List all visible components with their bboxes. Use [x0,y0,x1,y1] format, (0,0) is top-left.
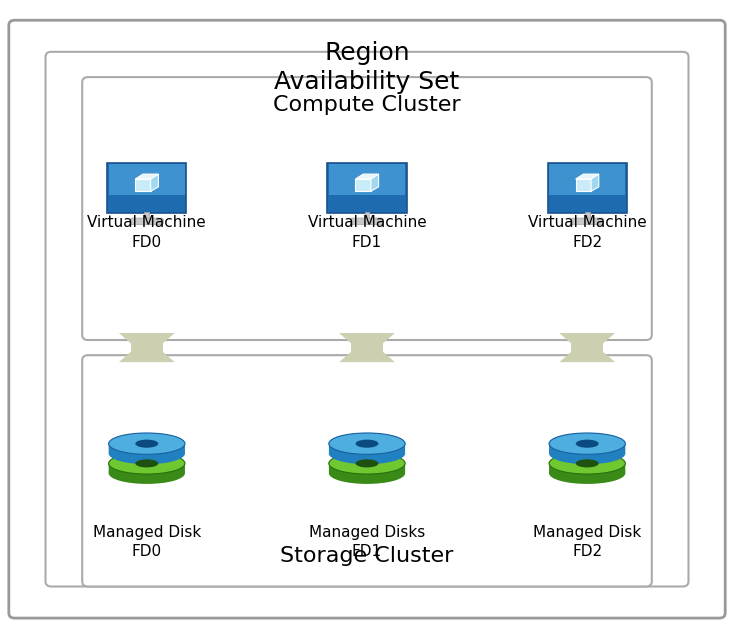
Polygon shape [371,174,379,191]
Ellipse shape [549,441,625,462]
Ellipse shape [109,453,185,474]
FancyBboxPatch shape [107,163,186,213]
Ellipse shape [109,441,185,462]
Ellipse shape [109,457,185,478]
Ellipse shape [109,443,185,464]
Polygon shape [575,174,599,179]
Ellipse shape [109,454,185,476]
Ellipse shape [329,437,405,458]
Ellipse shape [109,461,185,482]
Ellipse shape [109,437,185,458]
Bar [131,333,163,362]
Ellipse shape [355,440,379,447]
Text: Region: Region [324,41,410,65]
Bar [365,212,369,220]
Ellipse shape [135,459,159,468]
Ellipse shape [329,461,405,482]
Text: Virtual Machine
FD0: Virtual Machine FD0 [87,215,206,250]
Ellipse shape [549,461,625,482]
FancyBboxPatch shape [109,164,185,195]
Bar [571,333,603,362]
Text: Managed Disk
FD2: Managed Disk FD2 [533,525,642,559]
Polygon shape [339,333,395,357]
Ellipse shape [549,437,625,458]
Polygon shape [135,174,159,179]
FancyBboxPatch shape [549,164,625,195]
Ellipse shape [549,459,625,480]
Polygon shape [575,179,591,191]
FancyBboxPatch shape [351,218,383,225]
Text: Compute Cluster: Compute Cluster [273,95,461,115]
Ellipse shape [549,443,625,464]
Text: Virtual Machine
FD2: Virtual Machine FD2 [528,215,647,250]
Polygon shape [355,179,371,191]
Ellipse shape [549,463,625,484]
Ellipse shape [329,433,405,454]
Text: Virtual Machine
FD1: Virtual Machine FD1 [308,215,426,250]
Ellipse shape [329,463,405,484]
Ellipse shape [549,439,625,460]
FancyBboxPatch shape [46,52,688,586]
Ellipse shape [109,453,185,474]
FancyBboxPatch shape [571,218,603,225]
Ellipse shape [329,433,405,454]
Ellipse shape [575,440,599,447]
Bar [351,333,383,362]
Polygon shape [559,338,615,362]
Polygon shape [119,333,175,357]
Text: Managed Disks
FD1: Managed Disks FD1 [309,525,425,559]
Ellipse shape [135,440,159,447]
Ellipse shape [109,433,185,454]
Ellipse shape [549,453,625,474]
Bar [145,212,149,220]
Ellipse shape [329,453,405,474]
Ellipse shape [329,441,405,462]
Ellipse shape [549,433,625,454]
FancyBboxPatch shape [131,218,164,225]
Ellipse shape [575,459,599,468]
Ellipse shape [355,459,379,468]
Ellipse shape [109,463,185,484]
FancyBboxPatch shape [82,355,652,586]
Polygon shape [355,174,379,179]
Polygon shape [559,333,615,357]
Text: Availability Set: Availability Set [275,70,459,94]
Ellipse shape [109,433,185,454]
Ellipse shape [549,454,625,476]
Bar [585,212,589,220]
Ellipse shape [329,435,405,456]
Text: Managed Disk
FD0: Managed Disk FD0 [92,525,201,559]
Ellipse shape [329,459,405,480]
FancyBboxPatch shape [9,20,725,618]
Polygon shape [591,174,599,191]
Ellipse shape [109,435,185,456]
Ellipse shape [329,454,405,476]
Ellipse shape [549,453,625,474]
Ellipse shape [329,439,405,460]
FancyBboxPatch shape [327,163,407,213]
Ellipse shape [549,435,625,456]
Polygon shape [119,338,175,362]
Ellipse shape [329,457,405,478]
FancyBboxPatch shape [82,77,652,340]
Ellipse shape [549,457,625,478]
Polygon shape [150,174,159,191]
FancyBboxPatch shape [329,164,405,195]
Text: Storage Cluster: Storage Cluster [280,545,454,566]
Polygon shape [135,179,150,191]
Ellipse shape [109,439,185,460]
FancyBboxPatch shape [548,163,627,213]
Ellipse shape [329,453,405,474]
Ellipse shape [549,433,625,454]
Ellipse shape [109,459,185,480]
Ellipse shape [329,443,405,464]
Polygon shape [339,338,395,362]
